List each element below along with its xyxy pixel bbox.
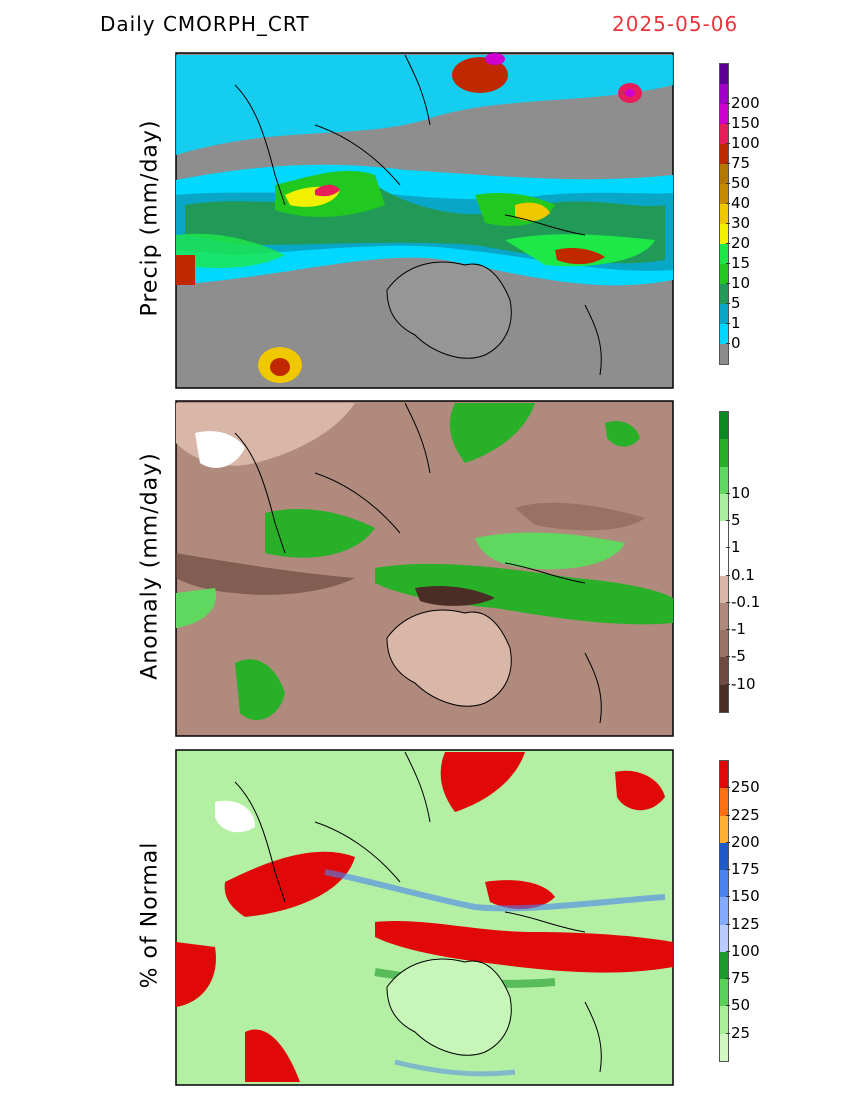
colorbar-swatch [720,124,728,144]
colorbar-swatch [720,244,728,264]
colorbar-tick-label: 50 [725,174,751,192]
colorbar-tick-label: 150 [726,887,760,906]
colorbar-tick-label: 0 [726,334,741,352]
colorbar-tick-label: 25 [725,1023,751,1042]
coastlines [234,751,602,1073]
colorbar-tick-label: 30 [725,214,751,232]
colorbar-tick-label: 40 [725,194,751,212]
australia-outline [386,261,512,359]
percent-map [175,749,674,1086]
colorbar-tick-label: 100 [726,134,760,152]
colorbar-tick-label: 175 [726,860,760,879]
percent-normal-panel: % of Normal 25 50 75 100 125 150 175 200 225 250 [0,742,850,1088]
colorbar-swatch [720,761,728,789]
anomaly-map [175,400,674,737]
colorbar-swatch [720,548,728,576]
colorbar-swatch [720,64,728,84]
anomaly-axis-label: Anomaly (mm/day) [137,452,163,680]
colorbar-tick-label: 0.1 [726,565,755,584]
colorbar-tick-label: 100 [726,941,760,960]
colorbar-swatch [720,204,728,224]
colorbar-swatch [720,466,728,494]
percent-axis-label: % of Normal [137,841,163,989]
colorbar-swatch [720,815,728,843]
percent-colorbar [719,760,729,1062]
coastlines [234,402,602,724]
colorbar-swatch [720,788,728,816]
colorbar-swatch [720,1033,728,1061]
colorbar-tick-label: 10 [725,274,751,292]
precip-map [175,52,674,389]
colorbar-swatch [720,1006,728,1034]
colorbar-tick-label: -10 [726,674,756,693]
colorbar-swatch [720,897,728,925]
colorbar-swatch [720,842,728,871]
product-title: Daily CMORPH_CRT [100,12,310,36]
percent-field [176,752,673,1082]
colorbar-swatch [720,184,728,204]
colorbar-tick-label: 5 [726,294,741,312]
colorbar-tick-label: 75 [725,154,751,172]
colorbar-tick-label: 225 [726,805,760,824]
date-label: 2025-05-06 [612,12,739,36]
colorbar-tick-label: 200 [726,94,760,112]
colorbar-swatch [720,951,728,980]
colorbar-tick-label: 5 [726,511,741,530]
colorbar-tick-label: 250 [726,778,760,797]
colorbar-tick-label: 1 [726,538,741,557]
colorbar-tick-label: 10 [725,483,751,502]
colorbar-tick-label: -0.1 [725,592,761,611]
colorbar-tick-label: 1 [726,314,741,332]
colorbar-swatch [720,304,728,324]
colorbar-swatch [720,657,728,685]
colorbar-swatch [720,602,728,631]
colorbar-tick-label: 20 [725,234,751,252]
precip-colorbar [719,63,729,365]
anomaly-colorbar [719,411,729,713]
colorbar-swatch [720,439,728,467]
colorbar-swatch [720,521,728,549]
colorbar-tick-label: 200 [726,832,760,851]
colorbar-tick-label: -5 [726,647,746,666]
colorbar-swatch [720,979,728,1007]
anomaly-panel: Anomaly (mm/day) -10 -5 -1 -0.1 0.1 1 5 10 [0,393,850,739]
colorbar-swatch [720,84,728,104]
precip-axis-label: Precip (mm/day) [137,119,163,317]
precip-panel: Precip (mm/day) 0 1 5 10 15 20 30 40 50 [0,45,850,391]
colorbar-swatch [720,630,728,658]
colorbar-swatch [720,284,728,304]
precip-field [176,53,673,383]
colorbar-tick-label: 15 [725,254,751,272]
colorbar-swatch [720,264,728,284]
colorbar-swatch [720,412,728,440]
colorbar-tick-label: -1 [726,620,746,639]
coastlines [234,54,602,376]
colorbar-tick-label: 75 [725,969,751,988]
colorbar-tick-label: 150 [726,114,760,132]
colorbar-swatch [720,575,728,603]
australia-outline [386,609,512,707]
colorbar-swatch [720,104,728,124]
colorbar-swatch [720,324,728,344]
colorbar-swatch [720,684,728,712]
colorbar-swatch [720,924,728,952]
australia-outline [386,958,512,1056]
colorbar-tick-label: 125 [726,914,760,933]
colorbar-swatch [720,224,728,244]
anomaly-field [176,403,673,721]
colorbar-swatch [720,870,728,898]
colorbar-swatch [720,493,728,522]
colorbar-tick-label: 50 [725,996,751,1015]
colorbar-swatch [720,144,728,164]
colorbar-swatch [720,344,728,364]
colorbar-swatch [720,164,728,184]
